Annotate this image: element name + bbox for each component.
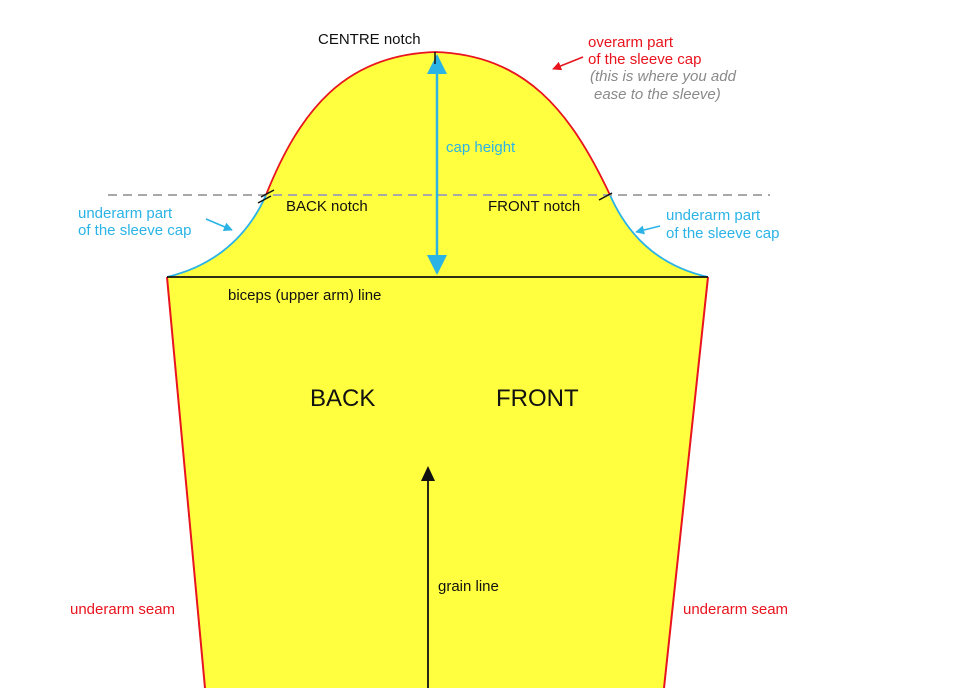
- biceps-line-label: biceps (upper arm) line: [228, 287, 381, 304]
- ease-note-line1: (this is where you add: [590, 68, 737, 85]
- underarm-left-pointer-arrow: [205, 218, 233, 231]
- underarm-cap-right-curve: [609, 194, 709, 278]
- overarm-pointer-arrow: [552, 56, 584, 71]
- front-notch-mark: [598, 192, 613, 201]
- underarm-cap-left-curve: [166, 194, 267, 278]
- underarm-right-label-line1: underarm part: [666, 207, 761, 224]
- underarm-left-label-line1: underarm part: [78, 205, 173, 222]
- back-label: BACK: [310, 385, 375, 412]
- underarm-right-label-line2: of the sleeve cap: [666, 225, 779, 242]
- grain-line-arrowhead: [421, 466, 435, 481]
- sleeve-fill: [167, 52, 708, 688]
- front-label: FRONT: [496, 385, 579, 412]
- underarm-seam-left-label: underarm seam: [70, 601, 175, 618]
- front-notch-label: FRONT notch: [488, 198, 580, 215]
- grain-line-label: grain line: [438, 578, 499, 595]
- overarm-label-line2: of the sleeve cap: [588, 51, 701, 68]
- underarm-right-pointer-arrow: [635, 225, 661, 235]
- overarm-label-line1: overarm part: [588, 34, 674, 51]
- back-notch-label: BACK notch: [286, 198, 368, 215]
- underarm-seam-right-line: [663, 276, 709, 688]
- underarm-seam-left-line: [166, 276, 206, 688]
- back-notch-mark: [257, 189, 275, 204]
- underarm-seam-right-label: underarm seam: [683, 601, 788, 618]
- centre-notch-label: CENTRE notch: [318, 31, 421, 48]
- underarm-left-label-line2: of the sleeve cap: [78, 222, 191, 239]
- ease-note-line2: ease to the sleeve): [594, 86, 721, 103]
- cap-height-label: cap height: [446, 139, 516, 156]
